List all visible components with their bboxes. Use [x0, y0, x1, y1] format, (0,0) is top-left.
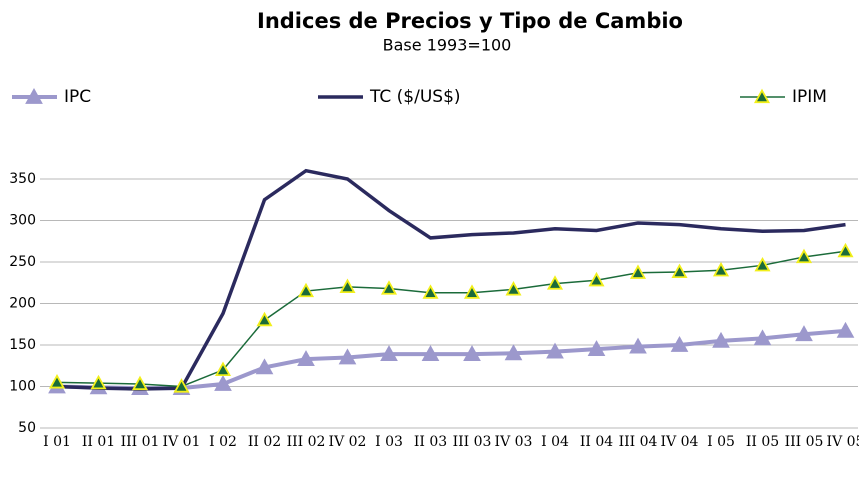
data-point: [629, 337, 647, 354]
legend-marker: [25, 87, 43, 104]
data-point: [546, 342, 564, 359]
data-point: [297, 282, 315, 298]
data-point: [297, 350, 315, 367]
data-point: [712, 331, 730, 348]
data-point: [670, 335, 689, 352]
data-point: [380, 345, 398, 362]
data-point: [671, 263, 688, 279]
data-point: [587, 340, 606, 357]
data-point: [48, 373, 66, 389]
x-tick-label: III 05: [784, 434, 824, 450]
data-point: [214, 374, 232, 391]
data-point: [837, 242, 854, 258]
data-point: [504, 344, 523, 361]
data-point: [255, 358, 274, 375]
x-tick-label: III 03: [452, 434, 492, 450]
x-tick-label: II 04: [579, 434, 614, 450]
data-point: [546, 275, 564, 290]
legend-marker: [753, 88, 771, 104]
chart-title: Indices de Precios y Tipo de Cambio: [257, 9, 683, 33]
x-tick-label: II 05: [745, 434, 780, 450]
data-point: [463, 345, 481, 362]
legend-label: IPC: [64, 87, 91, 107]
x-tick-label: I 03: [375, 434, 403, 450]
y-tick-label: 150: [9, 337, 36, 353]
data-point: [422, 284, 439, 299]
data-point: [173, 378, 190, 393]
data-point: [795, 325, 813, 342]
data-point: [588, 271, 605, 287]
x-tick-label: IV 03: [494, 434, 533, 450]
x-tick-label: IV 01: [162, 434, 201, 450]
data-point: [753, 329, 772, 346]
data-point: [712, 261, 730, 277]
series-line: [56, 328, 846, 391]
data-point: [131, 375, 149, 391]
series-line: [56, 168, 846, 391]
x-tick-label: I 04: [541, 434, 569, 450]
data-point: [90, 374, 107, 390]
x-tick-label: IV 04: [660, 434, 699, 450]
x-tick-label: II 02: [247, 434, 282, 450]
y-tick-label: 100: [9, 379, 36, 395]
x-tick-label: III 04: [618, 434, 658, 450]
legend-label: TC ($/US$): [369, 87, 461, 107]
x-tick-label: I 05: [707, 434, 735, 450]
y-tick-label: 200: [9, 296, 36, 312]
data-point: [463, 284, 481, 299]
legend-label: IPIM: [792, 87, 827, 107]
data-point: [836, 321, 855, 338]
chart-subtitle: Base 1993=100: [383, 36, 512, 55]
y-tick-label: 300: [9, 213, 36, 229]
x-tick-label: IV 05: [826, 434, 859, 450]
data-point: [380, 280, 398, 295]
data-point: [256, 311, 273, 327]
x-tick-label: III 02: [286, 434, 326, 450]
y-tick-label: 350: [9, 171, 36, 187]
series-line: [56, 250, 846, 388]
y-tick-label: 250: [9, 254, 36, 270]
x-tick-label: II 01: [81, 434, 116, 450]
data-point: [214, 361, 232, 376]
x-tick-label: IV 02: [328, 434, 367, 450]
data-point: [505, 281, 522, 296]
data-point: [754, 256, 771, 272]
x-tick-label: II 03: [413, 434, 448, 450]
x-tick-label: I 01: [43, 434, 71, 450]
data-point: [338, 348, 357, 365]
data-point: [795, 248, 813, 264]
data-point: [339, 278, 356, 293]
x-tick-label: III 01: [120, 434, 160, 450]
y-tick-label: 50: [18, 420, 36, 436]
data-point: [629, 264, 647, 279]
x-tick-label: I 02: [209, 434, 237, 450]
data-point: [421, 345, 440, 362]
